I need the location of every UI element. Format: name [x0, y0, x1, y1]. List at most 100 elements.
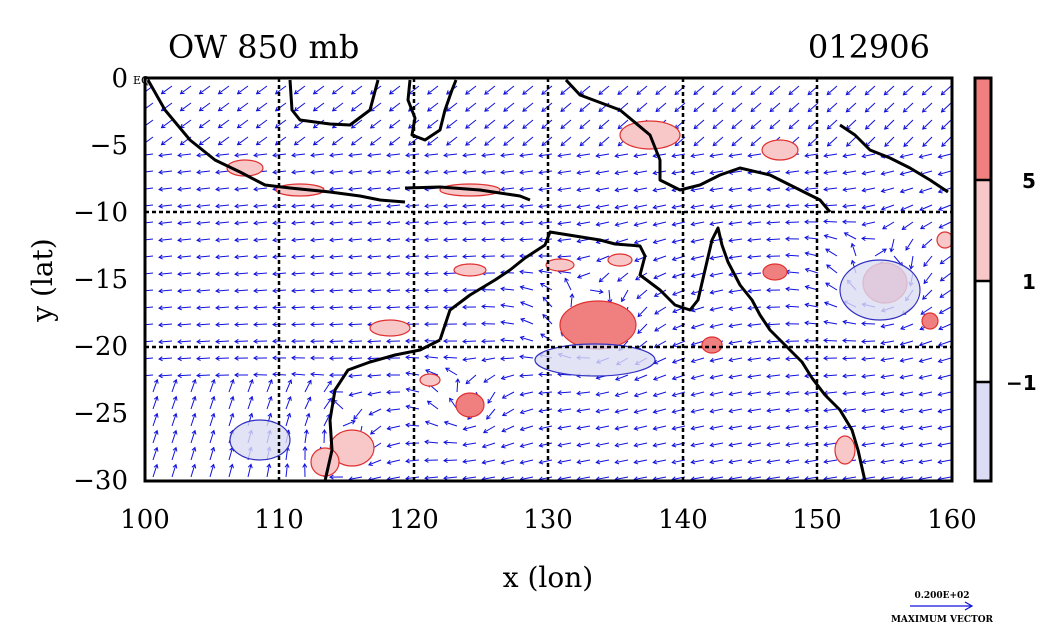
wind-vector-head	[941, 142, 946, 147]
wind-vector	[368, 170, 382, 173]
wind-vector-head	[484, 124, 489, 129]
wind-vector-head	[329, 288, 334, 294]
wind-vector-head	[405, 354, 410, 360]
wind-vector	[247, 464, 252, 478]
wind-vector-head	[503, 141, 509, 146]
y-axis: 0 EQ −5 −10 −15 −20 −25 −30 y (lat)	[26, 64, 150, 496]
positive-vorticity-contour	[762, 263, 788, 281]
wind-vector	[805, 303, 819, 308]
wind-vector	[691, 442, 705, 447]
wind-vector-head	[210, 412, 216, 418]
wind-vector	[938, 204, 952, 211]
wind-vector	[900, 153, 914, 158]
wind-vector-head	[158, 271, 163, 277]
wind-vector	[653, 425, 667, 430]
wind-vector-head	[310, 305, 315, 311]
wind-vector	[292, 272, 306, 275]
wind-vector	[691, 187, 705, 191]
wind-vector	[294, 85, 306, 95]
wind-vector	[861, 237, 876, 240]
wind-vector	[424, 306, 439, 309]
wind-vector	[615, 425, 629, 430]
wind-vector	[520, 187, 534, 191]
wind-vector-head	[709, 374, 715, 380]
wind-vector	[234, 306, 249, 309]
wind-vector-head	[672, 291, 677, 296]
wind-vector-head	[500, 443, 506, 449]
wind-vector	[615, 391, 629, 397]
wind-vector-head	[287, 379, 293, 385]
wind-vector	[145, 153, 154, 156]
wind-vector	[424, 272, 439, 275]
wind-vector	[145, 221, 154, 224]
wind-vector	[570, 294, 573, 308]
wind-vector	[729, 306, 743, 310]
wind-vector	[767, 459, 781, 463]
wind-vector-head	[785, 390, 790, 396]
wind-vector	[406, 238, 420, 241]
wind-vector-head	[785, 356, 790, 362]
wind-vector	[237, 85, 249, 95]
wind-vector	[145, 272, 154, 275]
x-tick-120: 120	[389, 505, 439, 535]
wind-vector	[482, 221, 496, 224]
wind-vector	[482, 153, 496, 157]
wind-vector-head	[747, 408, 753, 414]
wind-vector	[348, 340, 363, 343]
wind-vector	[560, 119, 572, 129]
wind-vector	[406, 153, 420, 157]
wind-vector-head	[674, 141, 680, 147]
wind-vector	[503, 102, 515, 112]
wind-vector	[178, 221, 192, 224]
wind-vector	[691, 374, 705, 379]
wind-vector	[731, 136, 743, 146]
wind-vector-head	[386, 271, 391, 277]
wind-vector	[463, 153, 477, 157]
wind-vector	[273, 272, 287, 275]
wind-vector-head	[500, 286, 505, 292]
wind-vector-head	[519, 269, 524, 275]
wind-vector-head	[538, 408, 544, 414]
wind-vector-head	[899, 171, 905, 176]
wind-vector	[748, 272, 762, 275]
wind-vector	[502, 408, 515, 416]
wind-vector	[596, 425, 610, 430]
wind-vector	[313, 85, 325, 95]
wind-vector-head	[312, 106, 318, 112]
wind-vector-head	[424, 254, 429, 260]
wind-vector-head	[248, 412, 254, 418]
wind-vector-head	[937, 171, 943, 177]
wind-vector	[501, 288, 515, 291]
wind-vector-head	[229, 378, 235, 384]
wind-vector	[444, 238, 458, 241]
wind-vector	[465, 102, 477, 112]
wind-vector-head	[652, 459, 658, 465]
wind-vector-head	[918, 442, 924, 448]
wind-vector-head	[538, 203, 543, 209]
wind-vector	[843, 187, 857, 191]
wind-vector	[938, 425, 952, 430]
wind-vector	[824, 459, 838, 463]
wind-vector-head	[424, 288, 429, 294]
wind-vector	[196, 374, 211, 377]
wind-vector-head	[861, 221, 867, 227]
wind-vector	[884, 102, 895, 113]
wind-vector	[254, 204, 268, 207]
wind-vector	[368, 255, 382, 258]
wind-vector	[178, 272, 192, 275]
wind-vector-head	[172, 463, 178, 469]
wind-vector	[425, 369, 439, 376]
wind-vector	[501, 304, 515, 308]
wind-vector-head	[576, 221, 582, 227]
wind-vector	[748, 255, 762, 258]
wind-vector	[881, 425, 895, 429]
wind-vector-head	[386, 305, 391, 311]
wind-vector	[710, 255, 724, 260]
wind-vector-head	[690, 375, 696, 380]
wind-vector-head	[557, 203, 563, 209]
wind-vector	[865, 119, 876, 130]
wind-vector-head	[617, 124, 623, 130]
wind-vector	[881, 357, 895, 361]
wind-vector	[292, 373, 306, 376]
wind-vector	[310, 289, 325, 292]
